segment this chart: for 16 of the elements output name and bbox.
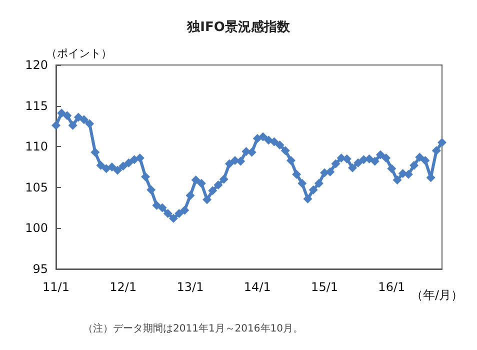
y-tick-label: 95 [32,262,48,276]
x-tick-label: 14/1 [244,280,271,294]
chart-title: 独IFO景況感指数 [186,19,291,35]
text: （注）データ期間は2011年1月～2016年10月。 [83,322,303,334]
y-tick-label: 100 [25,221,48,236]
x-tick-label: 15/1 [311,280,338,294]
x-tick-label: 13/1 [176,280,204,294]
x-axis-title: （年/月） [411,288,464,302]
x-tick-label: 16/1 [378,280,406,294]
y-tick-label: 115 [25,98,48,113]
y-axis-title: （ポイント） [46,47,112,60]
x-tick-label: 12/1 [110,280,137,294]
y-tick-label: 105 [25,180,48,194]
y-tick-label: 120 [25,58,48,72]
y-tick-label: 110 [25,140,48,154]
x-tick-label: 11/1 [42,280,70,294]
